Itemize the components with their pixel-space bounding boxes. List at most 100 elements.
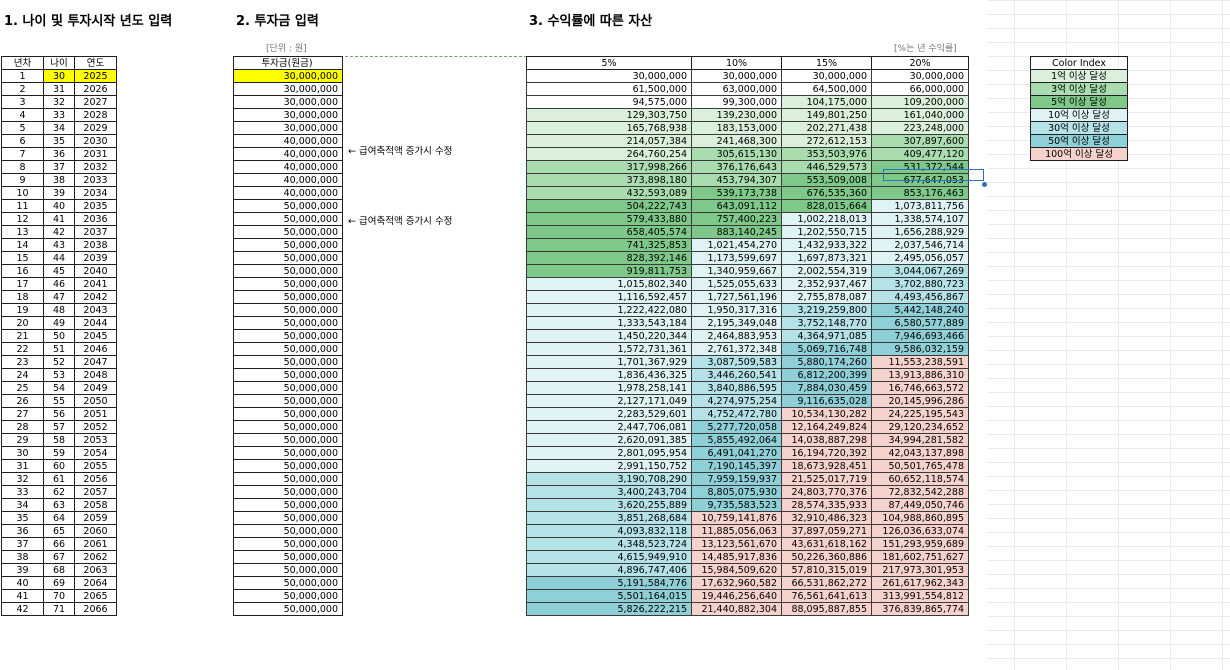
investment-cell[interactable]: 50,000,000 (233, 459, 343, 473)
rate-10-cell[interactable]: 1,021,454,270 (691, 238, 782, 252)
rate-20-cell[interactable]: 7,946,693,466 (871, 329, 969, 343)
rate-20-cell[interactable]: 261,617,962,343 (871, 576, 969, 590)
rate-20-cell[interactable]: 5,442,148,240 (871, 303, 969, 317)
rate-5-cell[interactable]: 3,851,268,684 (526, 511, 692, 525)
year-cell[interactable]: 2061 (74, 537, 117, 551)
rate-20-cell[interactable]: 66,000,000 (871, 82, 969, 96)
year-cell[interactable]: 2031 (74, 147, 117, 161)
year-count-cell[interactable]: 31 (1, 459, 44, 473)
age-cell[interactable]: 36 (43, 147, 75, 161)
rate-5-cell[interactable]: 317,998,266 (526, 160, 692, 174)
rate-5-cell[interactable]: 658,405,574 (526, 225, 692, 239)
rate-15-cell[interactable]: 28,574,335,933 (781, 498, 872, 512)
rate-5-cell[interactable]: 94,575,000 (526, 95, 692, 109)
year-cell[interactable]: 2051 (74, 407, 117, 421)
year-count-cell[interactable]: 6 (1, 134, 44, 148)
rate-5-cell[interactable]: 2,801,095,954 (526, 446, 692, 460)
age-cell[interactable]: 71 (43, 602, 75, 616)
year-cell[interactable]: 2034 (74, 186, 117, 200)
rate-10-cell[interactable]: 883,140,245 (691, 225, 782, 239)
rate-20-cell[interactable]: 223,248,000 (871, 121, 969, 135)
rate-10-cell[interactable]: 183,153,000 (691, 121, 782, 135)
age-cell[interactable]: 49 (43, 316, 75, 330)
age-cell[interactable]: 32 (43, 95, 75, 109)
age-cell[interactable]: 55 (43, 394, 75, 408)
header-investment[interactable]: 투자금(원금) (233, 56, 343, 70)
investment-cell[interactable]: 50,000,000 (233, 537, 343, 551)
color-index-header[interactable]: Color Index (1030, 56, 1128, 70)
year-cell[interactable]: 2066 (74, 602, 117, 616)
rate-10-cell[interactable]: 3,446,260,541 (691, 368, 782, 382)
rate-20-cell[interactable]: 20,145,996,286 (871, 394, 969, 408)
year-count-cell[interactable]: 17 (1, 277, 44, 291)
rate-5-cell[interactable]: 741,325,853 (526, 238, 692, 252)
year-count-cell[interactable]: 40 (1, 576, 44, 590)
year-count-cell[interactable]: 4 (1, 108, 44, 122)
rate-20-cell[interactable]: 1,656,288,929 (871, 225, 969, 239)
year-cell[interactable]: 2043 (74, 303, 117, 317)
investment-cell[interactable]: 40,000,000 (233, 173, 343, 187)
year-count-cell[interactable]: 28 (1, 420, 44, 434)
age-cell[interactable]: 54 (43, 381, 75, 395)
year-cell[interactable]: 2036 (74, 212, 117, 226)
rate-5-cell[interactable]: 432,593,089 (526, 186, 692, 200)
year-cell[interactable]: 2064 (74, 576, 117, 590)
year-cell[interactable]: 2029 (74, 121, 117, 135)
year-count-cell[interactable]: 16 (1, 264, 44, 278)
rate-5-cell[interactable]: 1,222,422,080 (526, 303, 692, 317)
investment-cell[interactable]: 40,000,000 (233, 160, 343, 174)
rate-15-cell[interactable]: 76,561,641,613 (781, 589, 872, 603)
rate-10-cell[interactable]: 13,123,561,670 (691, 537, 782, 551)
rate-5-cell[interactable]: 504,222,743 (526, 199, 692, 213)
rate-20-cell[interactable]: 1,338,574,107 (871, 212, 969, 226)
age-cell[interactable]: 61 (43, 472, 75, 486)
rate-20-cell[interactable]: 13,913,886,310 (871, 368, 969, 382)
rate-5-cell[interactable]: 4,093,832,118 (526, 524, 692, 538)
rate-10-cell[interactable]: 8,805,075,930 (691, 485, 782, 499)
age-cell[interactable]: 53 (43, 368, 75, 382)
rate-10-cell[interactable]: 1,950,317,316 (691, 303, 782, 317)
rate-5-cell[interactable]: 579,433,880 (526, 212, 692, 226)
rate-5-cell[interactable]: 2,991,150,752 (526, 459, 692, 473)
year-count-cell[interactable]: 23 (1, 355, 44, 369)
rate-20-cell[interactable]: 161,040,000 (871, 108, 969, 122)
investment-cell[interactable]: 40,000,000 (233, 134, 343, 148)
age-cell[interactable]: 50 (43, 329, 75, 343)
rate-20-cell[interactable]: 3,044,067,269 (871, 264, 969, 278)
year-count-cell[interactable]: 30 (1, 446, 44, 460)
rate-20-cell[interactable]: 9,586,032,159 (871, 342, 969, 356)
age-cell[interactable]: 68 (43, 563, 75, 577)
rate-10-cell[interactable]: 453,794,307 (691, 173, 782, 187)
year-count-cell[interactable]: 12 (1, 212, 44, 226)
year-cell[interactable]: 2049 (74, 381, 117, 395)
rate-20-cell[interactable]: 151,293,959,689 (871, 537, 969, 551)
year-count-cell[interactable]: 8 (1, 160, 44, 174)
year-cell[interactable]: 2030 (74, 134, 117, 148)
age-cell[interactable]: 43 (43, 238, 75, 252)
year-count-cell[interactable]: 42 (1, 602, 44, 616)
rate-10-cell[interactable]: 11,885,056,063 (691, 524, 782, 538)
rate-5-cell[interactable]: 373,898,180 (526, 173, 692, 187)
year-count-cell[interactable]: 29 (1, 433, 44, 447)
year-count-cell[interactable]: 27 (1, 407, 44, 421)
year-count-cell[interactable]: 11 (1, 199, 44, 213)
rate-10-cell[interactable]: 7,959,159,937 (691, 472, 782, 486)
rate-10-cell[interactable]: 1,727,561,196 (691, 290, 782, 304)
rate-15-cell[interactable]: 12,164,249,824 (781, 420, 872, 434)
rate-15-cell[interactable]: 4,364,971,085 (781, 329, 872, 343)
rate-5-cell[interactable]: 1,836,436,325 (526, 368, 692, 382)
year-cell[interactable]: 2046 (74, 342, 117, 356)
age-cell[interactable]: 30 (43, 69, 75, 83)
rate-15-cell[interactable]: 2,755,878,087 (781, 290, 872, 304)
age-cell[interactable]: 41 (43, 212, 75, 226)
investment-cell[interactable]: 50,000,000 (233, 446, 343, 460)
age-cell[interactable]: 38 (43, 173, 75, 187)
year-count-cell[interactable]: 35 (1, 511, 44, 525)
year-cell[interactable]: 2060 (74, 524, 117, 538)
rate-15-cell[interactable]: 202,271,438 (781, 121, 872, 135)
investment-cell[interactable]: 50,000,000 (233, 316, 343, 330)
rate-10-cell[interactable]: 10,759,141,876 (691, 511, 782, 525)
year-count-cell[interactable]: 38 (1, 550, 44, 564)
investment-cell[interactable]: 50,000,000 (233, 355, 343, 369)
age-cell[interactable]: 66 (43, 537, 75, 551)
